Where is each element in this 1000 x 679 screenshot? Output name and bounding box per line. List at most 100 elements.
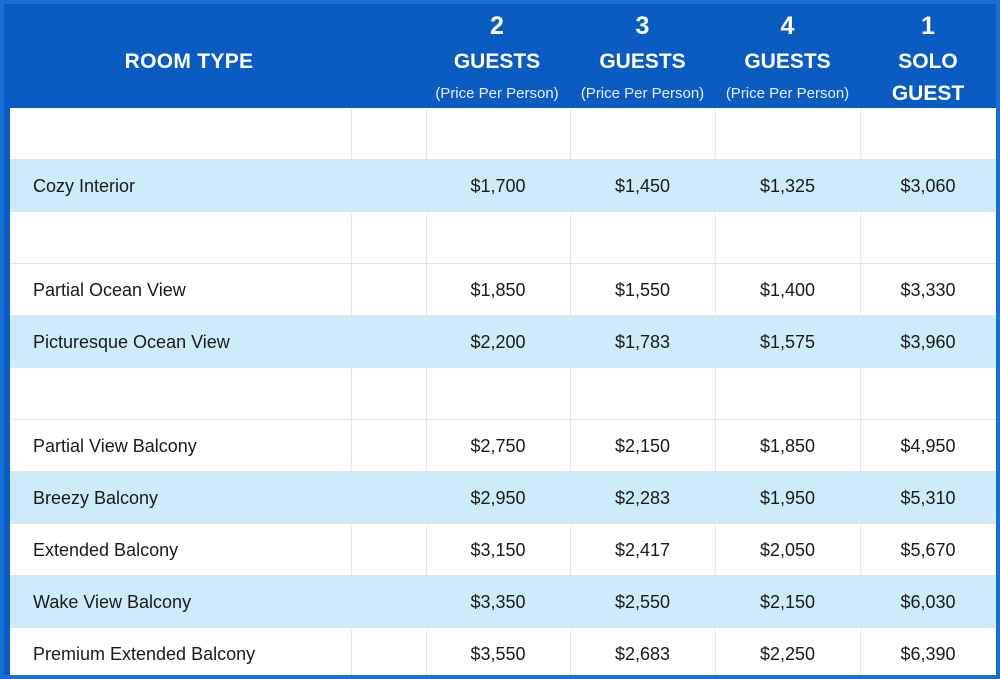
header-4-guests: 4 GUESTS (Price Per Person) — [715, 4, 860, 108]
table-row: Breezy Balcony $2,950 $2,283 $1,950 $5,310 — [10, 472, 996, 524]
column-divider — [715, 264, 716, 315]
column-divider — [715, 368, 716, 419]
header-solo-guest: 1 SOLO GUEST — [860, 4, 996, 108]
price-cell: $2,250 — [759, 644, 816, 664]
guest-label: GUEST — [891, 82, 965, 105]
table-header: ROOM TYPE 2 GUESTS (Price Per Person) 3 … — [4, 4, 996, 108]
column-divider — [351, 420, 352, 471]
price-cell — [426, 368, 570, 420]
table-row: Partial View Balcony $2,750 $2,150 $1,850 $4… — [10, 420, 996, 472]
price-cell: $1,550 — [614, 280, 671, 300]
table-row — [10, 212, 996, 264]
table-row: Partial Ocean View $1,850 $1,550 $1,400 $3,3… — [10, 264, 996, 316]
price-cell: $4,950 — [900, 436, 956, 456]
column-divider — [351, 212, 352, 263]
price-cell: $3,350 — [470, 592, 526, 612]
price-cell: $2,750 — [470, 436, 526, 456]
price-cell: $3,150 — [470, 540, 526, 560]
price-cell — [860, 212, 996, 264]
column-divider — [351, 472, 352, 523]
column-divider — [426, 368, 427, 419]
price-cell — [426, 108, 570, 160]
column-divider — [570, 628, 571, 675]
column-divider — [715, 420, 716, 471]
column-divider — [570, 524, 571, 575]
room-type-cell: Cozy Interior — [33, 176, 136, 196]
guests-label: GUESTS — [744, 50, 831, 73]
column-divider — [351, 368, 352, 419]
column-divider — [351, 576, 352, 627]
price-cell: $2,150 — [614, 436, 671, 456]
price-cell: $1,783 — [614, 332, 671, 352]
column-divider — [860, 420, 861, 471]
column-divider — [715, 108, 716, 159]
price-cell: $1,700 — [470, 176, 526, 196]
guest-count: 3 — [635, 12, 650, 40]
room-type-heading: ROOM TYPE — [124, 50, 254, 73]
price-cell: $1,575 — [759, 332, 816, 352]
price-cell: $2,950 — [470, 488, 526, 508]
price-cell: $1,850 — [470, 280, 526, 300]
price-cell — [860, 368, 996, 420]
price-cell: $1,950 — [759, 488, 816, 508]
column-divider — [860, 212, 861, 263]
price-cell — [715, 212, 860, 264]
column-divider — [570, 368, 571, 419]
price-cell: $2,683 — [614, 644, 671, 664]
price-cell: $1,400 — [759, 280, 816, 300]
table-row — [10, 108, 996, 160]
price-cell: $5,310 — [900, 488, 956, 508]
price-cell: $2,283 — [614, 488, 671, 508]
table-row — [10, 368, 996, 420]
column-divider — [860, 264, 861, 315]
price-cell: $6,390 — [900, 644, 956, 664]
column-divider — [426, 212, 427, 263]
column-divider — [351, 628, 352, 675]
column-divider — [860, 368, 861, 419]
room-type-cell: Wake View Balcony — [33, 592, 192, 612]
column-divider — [570, 420, 571, 471]
room-type-cell: Premium Extended Balcony — [33, 644, 256, 664]
table-body: Cozy Interior $1,700 $1,450 $1,325 $3,060 Par… — [10, 108, 996, 675]
column-divider — [426, 108, 427, 159]
header-2-guests: 2 GUESTS (Price Per Person) — [424, 4, 570, 108]
column-divider — [351, 108, 352, 159]
price-cell: $2,200 — [470, 332, 526, 352]
column-divider — [860, 628, 861, 675]
room-type-cell: Picturesque Ocean View — [33, 332, 230, 352]
column-divider — [426, 264, 427, 315]
table-row: Extended Balcony $3,150 $2,417 $2,050 $5,670 — [10, 524, 996, 576]
table-row: Wake View Balcony $3,350 $2,550 $2,150 $6,03… — [10, 576, 996, 628]
price-cell — [426, 212, 570, 264]
column-divider — [570, 264, 571, 315]
header-3-guests: 3 GUESTS (Price Per Person) — [570, 4, 715, 108]
column-divider — [715, 628, 716, 675]
column-divider — [715, 212, 716, 263]
price-per-person-note: (Price Per Person) — [580, 85, 705, 102]
price-cell: $3,960 — [900, 332, 956, 352]
price-cell — [860, 108, 996, 160]
column-divider — [351, 160, 352, 211]
price-cell: $1,450 — [614, 176, 671, 196]
price-cell — [715, 368, 860, 420]
column-divider — [570, 212, 571, 263]
column-divider — [426, 628, 427, 675]
column-divider — [715, 524, 716, 575]
table-row: Picturesque Ocean View $2,200 $1,783 $1,575… — [10, 316, 996, 368]
price-cell: $5,670 — [900, 540, 956, 560]
guest-count: 2 — [490, 12, 504, 40]
guest-count: 1 — [921, 12, 935, 40]
solo-label: SOLO — [898, 50, 958, 73]
price-cell: $3,330 — [900, 280, 956, 300]
table-row: Premium Extended Balcony $3,550 $2,683 $2,2… — [10, 628, 996, 675]
column-divider — [351, 264, 352, 315]
price-cell: $2,150 — [759, 592, 816, 612]
price-cell — [570, 368, 715, 420]
price-per-person-note: (Price Per Person) — [435, 85, 559, 102]
price-cell: $3,550 — [470, 644, 526, 664]
price-cell: $2,550 — [614, 592, 671, 612]
table-row: Cozy Interior $1,700 $1,450 $1,325 $3,060 — [10, 160, 996, 212]
column-divider — [570, 108, 571, 159]
header-room-type: ROOM TYPE — [14, 4, 364, 108]
